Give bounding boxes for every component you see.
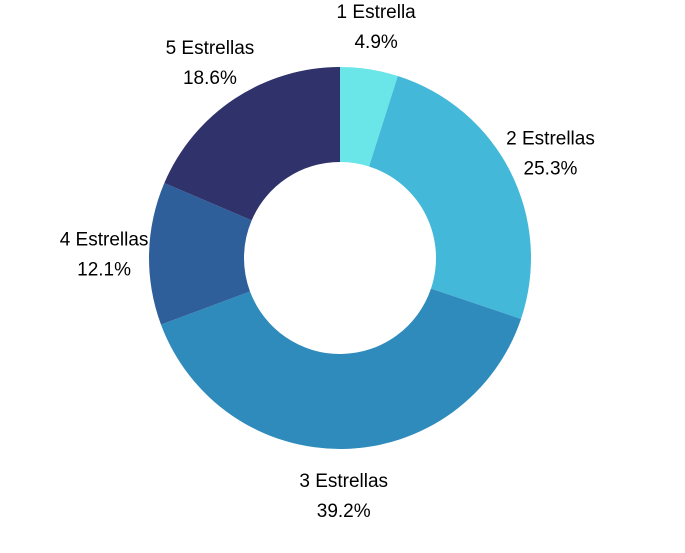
slice-1 [340,67,398,167]
slice-5 [164,66,340,221]
slice-3 [160,288,522,449]
slice-label-1: 1 Estrella [337,2,417,23]
slice-2 [369,75,531,319]
slice-label-2: 2 Estrellas [506,128,595,149]
slice-4 [148,183,252,325]
slice-value-3: 39.2% [317,501,371,522]
slice-value-5: 18.6% [183,68,237,89]
slice-value-1: 4.9% [354,32,397,53]
slice-labels: 1 Estrella 4.9% 2 Estrellas 25.3% 3 Estrella… [60,2,595,522]
slice-value-4: 12.1% [77,259,131,280]
slice-value-2: 25.3% [524,158,578,179]
slice-label-4: 4 Estrellas [60,229,149,250]
slice-label-5: 5 Estrellas [166,38,255,59]
slice-label-3: 3 Estrellas [299,471,388,492]
donut-slices [148,66,531,449]
